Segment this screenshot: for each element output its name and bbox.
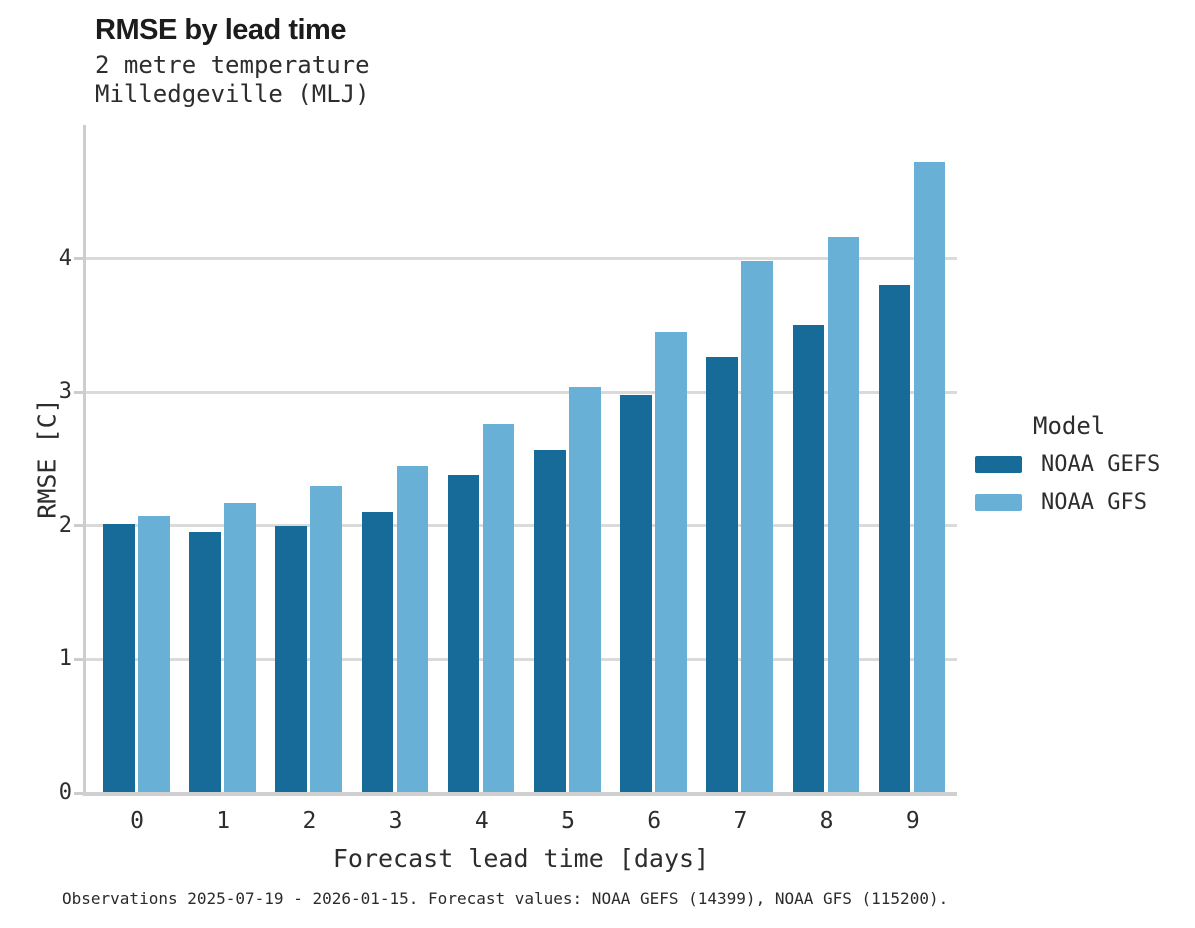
legend: Model NOAA GEFS NOAA GFS	[975, 412, 1190, 528]
x-axis-label: Forecast lead time [days]	[332, 844, 710, 873]
bar-noaa-gefs-lead-1	[189, 532, 221, 793]
gridline-y-1	[86, 657, 957, 661]
x-tick-label-7: 7	[733, 808, 748, 834]
gridline-y-3	[86, 390, 957, 394]
bar-noaa-gefs-lead-2	[275, 525, 307, 793]
footnote: Observations 2025-07-19 - 2026-01-15. Fo…	[62, 889, 949, 908]
x-tick-label-4: 4	[474, 808, 489, 834]
y-axis-label: RMSE [C]	[32, 398, 62, 519]
bar-noaa-gefs-lead-0	[103, 524, 135, 793]
bar-noaa-gfs-lead-4	[482, 424, 515, 793]
bar-noaa-gfs-lead-3	[396, 465, 429, 793]
x-tick-label-1: 1	[216, 808, 231, 834]
legend-label-noaa-gefs: NOAA GEFS	[1041, 452, 1161, 477]
x-axis-spine	[83, 792, 957, 796]
x-tick-label-8: 8	[819, 808, 834, 834]
y-axis-spine	[83, 125, 86, 795]
y-tick-label-3: 3	[58, 379, 72, 405]
legend-swatch-noaa-gefs-icon	[975, 456, 1022, 473]
x-tick-label-6: 6	[647, 808, 662, 834]
bar-noaa-gefs-lead-8	[792, 325, 825, 793]
bar-noaa-gefs-lead-3	[361, 512, 394, 793]
x-tick-label-2: 2	[302, 808, 317, 834]
bar-noaa-gefs-lead-4	[447, 475, 480, 793]
legend-label-noaa-gfs: NOAA GFS	[1041, 490, 1147, 515]
bar-noaa-gfs-lead-5	[569, 386, 601, 793]
gridline-y-4	[86, 257, 957, 261]
y-tick-label-0: 0	[58, 780, 72, 805]
legend-item-noaa-gfs: NOAA GFS	[975, 490, 1190, 515]
bar-noaa-gfs-lead-7	[741, 261, 773, 793]
chart-title: RMSE by lead time	[95, 14, 346, 46]
bar-noaa-gefs-lead-7	[706, 357, 738, 793]
bar-noaa-gfs-lead-9	[913, 162, 946, 793]
y-tick-label-4: 4	[58, 245, 72, 271]
x-tick-label-9: 9	[905, 808, 920, 834]
gridline-y-2	[86, 524, 957, 528]
legend-title: Model	[1033, 412, 1106, 440]
bar-noaa-gefs-lead-9	[878, 285, 911, 793]
legend-item-noaa-gefs: NOAA GEFS	[975, 452, 1190, 477]
y-tick-mark-3	[74, 390, 83, 394]
x-tick-label-3: 3	[388, 808, 403, 834]
bar-noaa-gfs-lead-0	[138, 516, 170, 793]
legend-swatch-noaa-gfs-icon	[975, 494, 1022, 511]
x-tick-label-0: 0	[130, 808, 144, 834]
x-tick-label-5: 5	[561, 808, 575, 834]
bar-noaa-gfs-lead-2	[310, 485, 342, 793]
y-tick-mark-1	[74, 657, 83, 661]
y-tick-mark-2	[74, 524, 83, 528]
y-tick-mark-4	[74, 257, 83, 261]
y-tick-mark-0	[74, 791, 83, 795]
bar-noaa-gfs-lead-8	[827, 237, 860, 793]
chart-subtitle-station: Milledgeville (MLJ)	[95, 80, 370, 108]
chart-subtitle-variable: 2 metre temperature	[95, 51, 370, 79]
y-tick-label-2: 2	[58, 512, 72, 538]
bar-noaa-gefs-lead-6	[620, 394, 652, 793]
bar-noaa-gefs-lead-5	[534, 449, 566, 793]
y-tick-label-1: 1	[58, 646, 72, 672]
bar-noaa-gfs-lead-6	[655, 332, 687, 793]
bar-noaa-gfs-lead-1	[224, 503, 256, 793]
